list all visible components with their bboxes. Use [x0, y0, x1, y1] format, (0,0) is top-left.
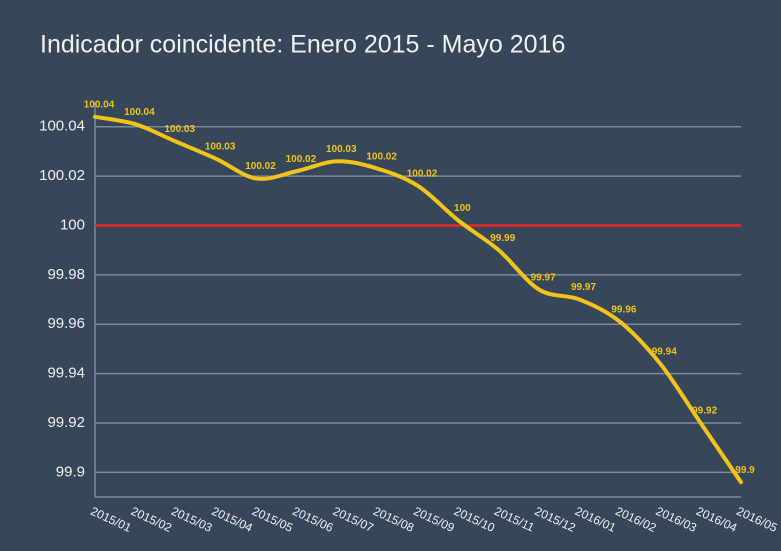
x-tick-label: 2015/04	[210, 504, 256, 535]
x-tick-label: 2015/07	[331, 504, 377, 535]
x-tick-label: 2015/11	[492, 504, 537, 535]
x-tick-label: 2015/01	[88, 504, 134, 535]
y-tick-label: 99.9	[56, 463, 85, 480]
x-tick-label: 2016/03	[654, 504, 700, 535]
x-tick-label: 2015/08	[371, 504, 417, 535]
data-label: 99.96	[611, 304, 636, 315]
data-label: 100.02	[366, 151, 397, 162]
data-label: 100.02	[407, 169, 438, 180]
y-tick-label: 99.94	[47, 365, 85, 382]
x-tick-label: 2015/10	[452, 504, 498, 535]
data-label: 99.92	[692, 406, 717, 417]
x-tick-label: 2015/05	[250, 504, 296, 535]
data-label: 100.04	[84, 99, 115, 110]
x-tick-label: 2015/12	[533, 504, 579, 535]
data-label: 100	[454, 203, 471, 214]
y-tick-label: 99.92	[47, 414, 85, 431]
data-line	[93, 114, 743, 485]
data-label: 100.04	[124, 107, 155, 118]
data-label: 99.97	[571, 282, 596, 293]
data-label: 99.97	[531, 272, 556, 283]
data-label: 100.02	[286, 154, 317, 165]
data-label: 99.99	[490, 233, 515, 244]
x-tick-label: 2015/02	[129, 504, 175, 535]
x-tick-label: 2015/03	[169, 504, 215, 535]
data-label: 99.9	[735, 465, 755, 476]
data-label: 100.03	[205, 141, 236, 152]
x-tick-label: 2015/09	[411, 504, 457, 535]
data-label: 100.03	[326, 144, 357, 155]
y-tick-label: 100.02	[39, 167, 85, 184]
chart-title: Indicador coincidente: Enero 2015 - Mayo…	[40, 31, 565, 59]
y-tick-label: 100.04	[39, 118, 85, 135]
data-label: 99.94	[652, 346, 677, 357]
y-tick-label: 100	[60, 216, 85, 233]
data-label: 100.02	[245, 161, 276, 172]
x-tick-label: 2016/01	[573, 504, 619, 535]
x-tick-label: 2016/04	[694, 504, 740, 535]
y-tick-label: 99.96	[47, 315, 85, 332]
x-tick-label: 2016/02	[613, 504, 659, 535]
data-label: 100.03	[164, 124, 195, 135]
x-tick-label: 2015/06	[290, 504, 336, 535]
x-tick-label: 2016/05	[734, 504, 780, 535]
y-tick-label: 99.98	[47, 266, 85, 283]
